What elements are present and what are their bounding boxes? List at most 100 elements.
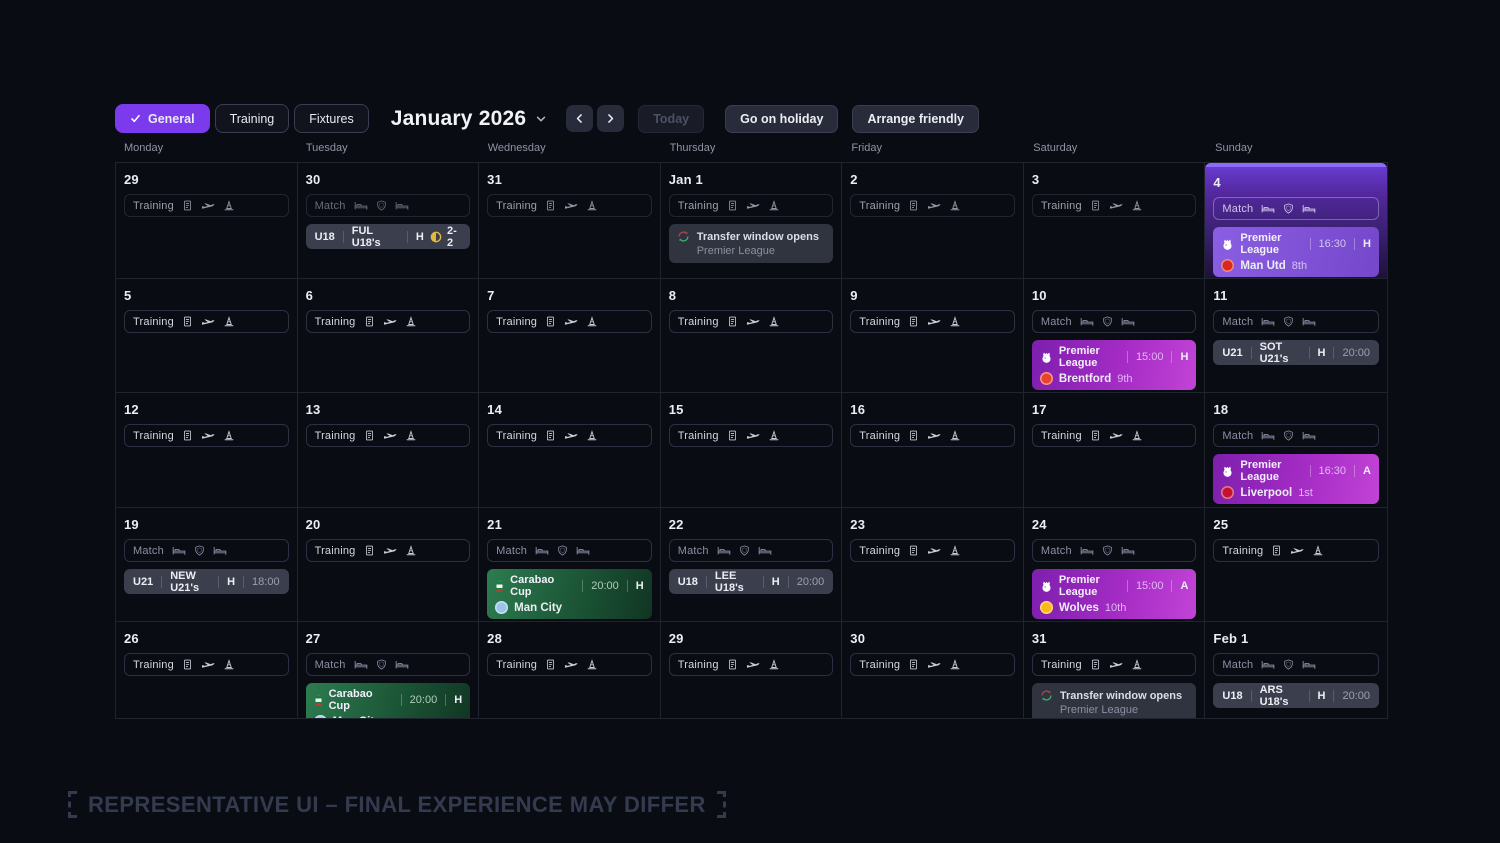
transfer-window-card[interactable]: Transfer window opens Premier League	[668, 224, 834, 263]
day-cell-25[interactable]: 25 Training	[1205, 508, 1387, 622]
youth-fixture-card[interactable]: U18 ARS U18's H 20:00	[1213, 683, 1379, 708]
match-chip[interactable]: Match	[1213, 424, 1379, 447]
day-cell-13[interactable]: 13 Training	[297, 393, 480, 508]
training-chip[interactable]: Training	[668, 310, 834, 333]
training-chip[interactable]: Training	[850, 653, 1015, 676]
day-cell-feb-1[interactable]: Feb 1 Match U18 ARS U18's H 20:00	[1205, 622, 1387, 718]
arrange-friendly-button[interactable]: Arrange friendly	[852, 104, 980, 133]
training-chip[interactable]: Training	[305, 310, 471, 333]
training-chip[interactable]: Training	[850, 539, 1015, 562]
training-chip[interactable]: Training	[124, 653, 289, 676]
day-cell-7[interactable]: 7 Training	[479, 279, 661, 393]
day-cell-22[interactable]: 22 Match U18 LEE U18's H 20:00	[660, 508, 843, 622]
shield-icon	[1102, 544, 1113, 557]
carabao-cup-match-card[interactable]: Carabao Cup 20:00 H Man City	[305, 683, 471, 718]
training-chip[interactable]: Training	[1031, 653, 1197, 676]
day-cell-14[interactable]: 14 Training	[479, 393, 661, 508]
training-chip[interactable]: Training	[1031, 194, 1197, 217]
day-cell-19[interactable]: 19 Match U21 NEW U21's H 18:00	[116, 508, 298, 622]
day-cell-5[interactable]: 5 Training	[116, 279, 298, 393]
day-cell-2[interactable]: 2 Training	[842, 163, 1024, 279]
day-cell-28[interactable]: 28 Training	[479, 622, 661, 718]
go-on-holiday-button[interactable]: Go on holiday	[725, 104, 839, 133]
day-cell-18[interactable]: 18 Match Premier League 16:30 A Liverpool 1st	[1205, 393, 1387, 508]
day-cell-12[interactable]: 12 Training	[116, 393, 298, 508]
youth-fixture-card[interactable]: U21 NEW U21's H 18:00	[124, 569, 289, 594]
prev-month-button[interactable]	[566, 105, 594, 132]
training-chip[interactable]: Training	[850, 194, 1015, 217]
day-cell-20[interactable]: 20 Training	[297, 508, 480, 622]
day-cell-23[interactable]: 23 Training	[842, 508, 1024, 622]
day-cell-15[interactable]: 15 Training	[660, 393, 843, 508]
training-chip[interactable]: Training	[668, 424, 834, 447]
training-chip[interactable]: Training	[124, 424, 289, 447]
day-cell-jan-1[interactable]: Jan 1 Training Transfer window opens Premie…	[660, 163, 843, 279]
training-chip[interactable]: Training	[850, 424, 1015, 447]
tab-fixtures[interactable]: Fixtures	[294, 104, 369, 133]
chevron-down-icon[interactable]	[535, 113, 547, 125]
day-cell-3[interactable]: 3 Training	[1023, 163, 1206, 279]
day-number: 31	[487, 172, 503, 187]
day-cell-27[interactable]: 27 Match Carabao Cup 20:00 H Man City	[298, 622, 480, 718]
day-cell-9[interactable]: 9 Training	[842, 279, 1024, 393]
training-chip[interactable]: Training	[850, 310, 1015, 333]
day-cell-4[interactable]: 4 Match Premier League 16:30 H Man Utd 8th	[1205, 163, 1387, 279]
training-chip[interactable]: Training	[1031, 424, 1197, 447]
training-chip[interactable]: Training	[124, 310, 289, 333]
premier-league-match-card[interactable]: Premier League 16:30 A Liverpool 1st	[1213, 454, 1379, 504]
match-chip[interactable]: Match	[305, 194, 471, 217]
premier-league-match-card[interactable]: Premier League 15:00 H Brentford 9th	[1031, 340, 1197, 390]
training-chip[interactable]: Training	[668, 194, 834, 217]
training-chip[interactable]: Training	[124, 194, 289, 217]
match-chip[interactable]: Match	[124, 539, 289, 562]
weekday-tuesday: Tuesday	[305, 142, 348, 154]
transfer-window-card[interactable]: Transfer window opens Premier League	[1031, 683, 1197, 718]
match-chip[interactable]: Match	[1031, 310, 1197, 333]
tab-training[interactable]: Training	[214, 104, 290, 133]
day-cell-17[interactable]: 17 Training	[1023, 393, 1206, 508]
today-button[interactable]: Today	[638, 104, 705, 133]
youth-result-card[interactable]: U18 FUL U18's H 2-2	[305, 224, 471, 249]
day-cell-26[interactable]: 26 Training	[116, 622, 298, 718]
day-cell-29[interactable]: 29 Training	[661, 622, 843, 718]
day-cell-31[interactable]: 31 Training Transfer window opens Premier L…	[1024, 622, 1206, 718]
day-cell-6[interactable]: 6 Training	[297, 279, 480, 393]
training-chip[interactable]: Training	[487, 194, 652, 217]
day-cell-21[interactable]: 21 Match Carabao Cup 20:00 H Man City	[479, 508, 661, 622]
tab-general[interactable]: General	[115, 104, 210, 133]
day-cell-30[interactable]: 30 Match U18 FUL U18's H 2-2	[297, 163, 480, 279]
youth-fixture-card[interactable]: U18 LEE U18's H 20:00	[668, 569, 834, 594]
training-chip[interactable]: Training	[668, 653, 834, 676]
day-cell-24[interactable]: 24 Match Premier League 15:00 A Wolves 10th	[1023, 508, 1206, 622]
day-cell-30[interactable]: 30 Training	[842, 622, 1024, 718]
day-cell-16[interactable]: 16 Training	[842, 393, 1024, 508]
day-cell-10[interactable]: 10 Match Premier League 15:00 H Brentford 9th	[1023, 279, 1206, 393]
day-cell-31[interactable]: 31 Training	[479, 163, 661, 279]
training-chip[interactable]: Training	[305, 424, 471, 447]
training-chip[interactable]: Training	[487, 653, 652, 676]
training-chip[interactable]: Training	[1213, 539, 1379, 562]
match-chip[interactable]: Match	[305, 653, 471, 676]
training-chip[interactable]: Training	[487, 424, 652, 447]
training-chip[interactable]: Training	[487, 310, 652, 333]
day-cell-29[interactable]: 29 Training	[116, 163, 298, 279]
premier-league-match-card[interactable]: Premier League 15:00 A Wolves 10th	[1031, 569, 1197, 619]
opponent-club: Liverpool	[1240, 486, 1293, 499]
match-chip[interactable]: Match	[1213, 197, 1379, 220]
match-chip[interactable]: Match	[668, 539, 834, 562]
match-chip[interactable]: Match	[1031, 539, 1197, 562]
next-month-button[interactable]	[597, 105, 625, 132]
match-chip[interactable]: Match	[1213, 310, 1379, 333]
day-cell-8[interactable]: 8 Training	[660, 279, 843, 393]
match-chip[interactable]: Match	[1213, 653, 1379, 676]
training-chip[interactable]: Training	[305, 539, 471, 562]
carabao-cup-match-card[interactable]: Carabao Cup 20:00 H Man City	[487, 569, 652, 619]
training-chip-label: Training	[677, 199, 719, 212]
premier-league-match-card[interactable]: Premier League 16:30 H Man Utd 8th	[1213, 227, 1379, 277]
check-icon	[130, 113, 141, 124]
training-chip-label: Training	[677, 315, 719, 328]
match-chip[interactable]: Match	[487, 539, 652, 562]
day-cell-11[interactable]: 11 Match U21 SOT U21's H 20:00	[1205, 279, 1387, 393]
youth-fixture-card[interactable]: U21 SOT U21's H 20:00	[1213, 340, 1379, 365]
day-number: 8	[668, 288, 677, 303]
